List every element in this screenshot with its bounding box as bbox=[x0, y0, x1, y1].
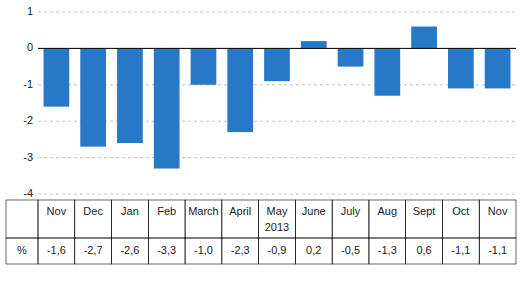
data-label: -1,1 bbox=[451, 244, 470, 256]
x-axis-label: 2013 bbox=[265, 221, 289, 233]
bar bbox=[264, 48, 290, 81]
table-cell bbox=[369, 200, 406, 238]
category-label: Feb bbox=[157, 205, 176, 217]
table-cell bbox=[442, 238, 479, 264]
chart-svg: -4 -3 -2 -1 0 1 Nov -1,6 Dec -2,7 Jan -2,6 Feb -3,3 Ma… bbox=[0, 0, 524, 304]
table-cell bbox=[369, 238, 406, 264]
table-cell bbox=[112, 238, 149, 264]
category-label: June bbox=[302, 205, 326, 217]
table-cell bbox=[148, 238, 185, 264]
data-label: 0,6 bbox=[416, 244, 431, 256]
table-cell bbox=[185, 238, 222, 264]
bars bbox=[44, 27, 511, 169]
table-cell bbox=[38, 238, 75, 264]
bar bbox=[485, 48, 511, 88]
category-label: April bbox=[229, 205, 251, 217]
table-cell bbox=[148, 200, 185, 238]
bar bbox=[411, 27, 437, 49]
category-label: Jan bbox=[121, 205, 139, 217]
data-label: -2,3 bbox=[231, 244, 250, 256]
table-cell bbox=[295, 238, 332, 264]
bar bbox=[301, 41, 327, 48]
bar bbox=[338, 48, 364, 66]
category-label: Dec bbox=[83, 205, 103, 217]
data-label: -0,5 bbox=[341, 244, 360, 256]
grid-line bbox=[38, 48, 516, 49]
chart-container: -4 -3 -2 -1 0 1 Nov -1,6 Dec -2,7 Jan -2,6 Feb -3,3 Ma… bbox=[0, 0, 524, 304]
table-cell bbox=[222, 200, 259, 238]
table-cell bbox=[295, 200, 332, 238]
data-label: -2,6 bbox=[120, 244, 139, 256]
y-tick-label: -3 bbox=[23, 151, 33, 163]
bar bbox=[227, 48, 253, 132]
zero-line bbox=[38, 48, 516, 49]
bar bbox=[80, 48, 106, 146]
category-label: Nov bbox=[47, 205, 67, 217]
table-cell bbox=[479, 200, 516, 238]
grid-line bbox=[38, 157, 516, 158]
table-cell bbox=[38, 200, 75, 238]
grid-line bbox=[38, 194, 516, 195]
table-cell bbox=[6, 200, 38, 238]
bar bbox=[154, 48, 180, 168]
table-cell bbox=[185, 200, 222, 238]
data-label: -0,9 bbox=[268, 244, 287, 256]
category-label: Aug bbox=[378, 205, 398, 217]
data-label: -1,6 bbox=[47, 244, 66, 256]
table-cell bbox=[479, 238, 516, 264]
grid-line bbox=[38, 121, 516, 122]
table-cell bbox=[332, 200, 369, 238]
bar bbox=[44, 48, 70, 106]
grid-line bbox=[38, 84, 516, 85]
y-tick-label: 1 bbox=[27, 5, 33, 17]
category-label: July bbox=[341, 205, 361, 217]
table-cell bbox=[112, 200, 149, 238]
category-label: Sept bbox=[413, 205, 436, 217]
table-cell bbox=[259, 200, 296, 238]
category-label: Nov bbox=[488, 205, 508, 217]
table-cell bbox=[406, 200, 443, 238]
table-cell bbox=[259, 238, 296, 264]
table bbox=[6, 200, 516, 264]
data-label: -2,7 bbox=[84, 244, 103, 256]
bar bbox=[191, 48, 217, 84]
y-tick-label: 0 bbox=[27, 41, 33, 53]
data-label: -1,0 bbox=[194, 244, 213, 256]
table-cell bbox=[75, 200, 112, 238]
y-tick-label: -4 bbox=[23, 187, 33, 199]
data-label: -3,3 bbox=[157, 244, 176, 256]
grid bbox=[38, 12, 516, 194]
category-label: March bbox=[188, 205, 219, 217]
data-label: 0,2 bbox=[306, 244, 321, 256]
bar bbox=[374, 48, 400, 95]
y-tick-label: -1 bbox=[23, 78, 33, 90]
bar bbox=[448, 48, 474, 88]
data-label: -1,1 bbox=[488, 244, 507, 256]
y-tick-label: -2 bbox=[23, 114, 33, 126]
category-label: May bbox=[267, 205, 288, 217]
table-cell bbox=[332, 238, 369, 264]
table-cell bbox=[222, 238, 259, 264]
table-cell bbox=[442, 200, 479, 238]
table-cell bbox=[75, 238, 112, 264]
table-cell bbox=[6, 238, 38, 264]
table-cell bbox=[406, 238, 443, 264]
grid-line bbox=[38, 12, 516, 13]
table-row-label: % bbox=[17, 244, 27, 256]
bar bbox=[117, 48, 143, 143]
category-label: Oct bbox=[452, 205, 469, 217]
data-label: -1,3 bbox=[378, 244, 397, 256]
